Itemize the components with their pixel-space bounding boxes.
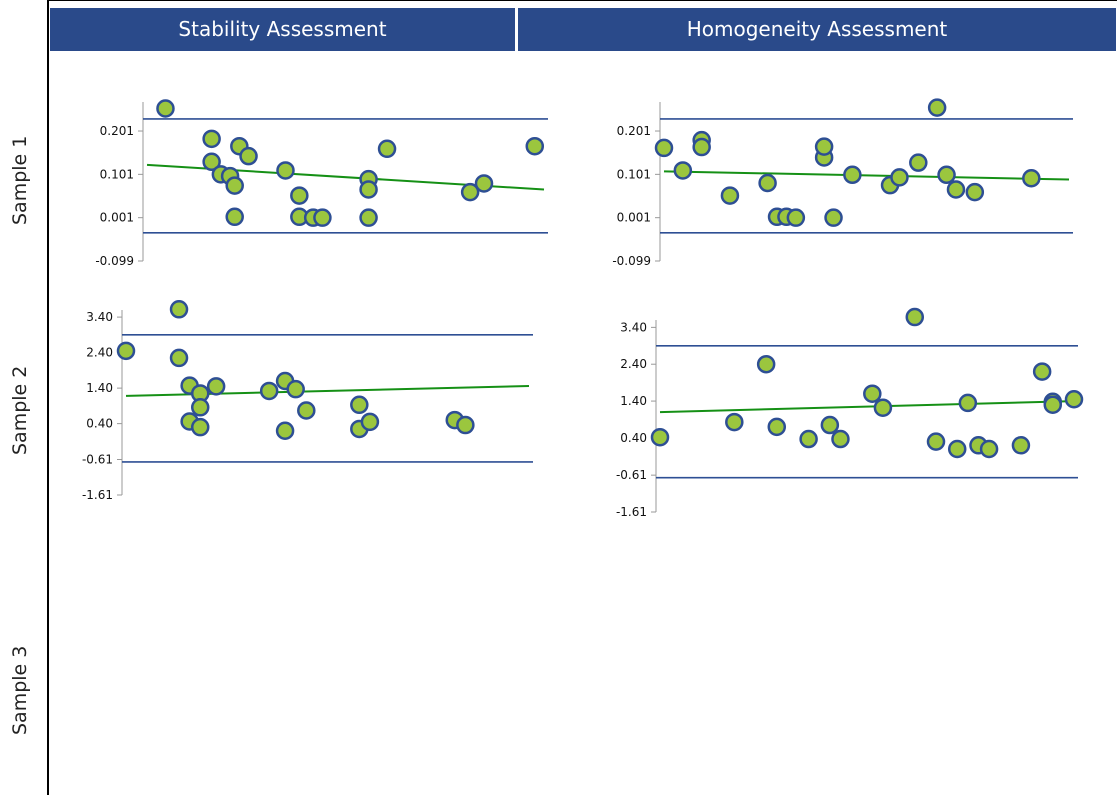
- data-point: [377, 139, 397, 159]
- data-point: [474, 174, 494, 193]
- data-point: [831, 429, 850, 449]
- data-point: [937, 165, 956, 185]
- data-point: [169, 300, 189, 319]
- data-point: [650, 427, 670, 447]
- y-tick-label: 0.001: [617, 211, 651, 225]
- data-point: [290, 186, 309, 205]
- data-point: [1022, 169, 1041, 188]
- data-point: [1032, 362, 1052, 381]
- data-point: [979, 439, 999, 459]
- y-tick-label: -0.61: [82, 452, 113, 466]
- y-tick-label: 3.40: [86, 310, 113, 324]
- data-point: [359, 180, 378, 199]
- data-point: [313, 208, 332, 227]
- data-point: [206, 377, 226, 396]
- header-homogeneity: Homogeneity Assessment: [518, 8, 1116, 51]
- data-point: [758, 173, 777, 193]
- data-point: [820, 415, 840, 435]
- y-tick-label: -0.099: [95, 254, 134, 268]
- data-point: [927, 98, 947, 117]
- data-point: [756, 354, 776, 374]
- data-point: [525, 136, 545, 156]
- data-point: [460, 182, 480, 202]
- y-tick-label: 0.101: [617, 167, 651, 181]
- data-point: [359, 208, 378, 227]
- data-point: [259, 381, 279, 401]
- data-point: [116, 341, 136, 361]
- trend-line: [659, 400, 1075, 414]
- data-point: [905, 307, 925, 327]
- data-point: [890, 168, 909, 187]
- trend-line: [663, 170, 1070, 181]
- data-point: [456, 415, 475, 435]
- data-point: [1064, 389, 1084, 409]
- top-frame-line: [47, 0, 1117, 1]
- y-tick-label: -0.099: [612, 254, 651, 268]
- data-point: [190, 398, 210, 417]
- y-tick-label: 3.40: [620, 320, 647, 334]
- data-point: [909, 153, 928, 172]
- y-tick-label: 0.101: [100, 167, 134, 181]
- data-point: [190, 417, 210, 437]
- data-point: [799, 429, 818, 449]
- data-point: [350, 395, 369, 415]
- data-point: [156, 99, 175, 118]
- header-stability: Stability Assessment: [50, 8, 515, 51]
- y-tick-label: -0.61: [616, 468, 647, 482]
- y-tick-label: -1.61: [616, 505, 647, 519]
- data-point: [926, 432, 946, 451]
- data-point: [202, 152, 221, 172]
- data-point: [965, 182, 985, 202]
- data-point: [225, 176, 244, 195]
- data-point: [225, 207, 244, 227]
- data-point: [654, 138, 674, 158]
- data-point: [275, 421, 295, 440]
- data-point: [720, 186, 740, 205]
- data-point: [873, 398, 893, 417]
- y-tick-label: 0.40: [620, 431, 647, 445]
- y-tick-label: 1.40: [620, 394, 647, 408]
- data-point: [767, 417, 787, 437]
- data-point: [169, 348, 189, 368]
- data-point: [239, 146, 258, 166]
- y-tick-label: -1.61: [82, 488, 113, 502]
- left-frame-line: [47, 0, 49, 795]
- y-tick-label: 2.40: [620, 357, 647, 371]
- y-tick-label: 0.40: [86, 417, 113, 431]
- data-point: [863, 384, 882, 403]
- data-point: [1011, 436, 1031, 455]
- data-point: [673, 161, 693, 180]
- data-point: [202, 129, 221, 149]
- data-point: [692, 137, 711, 157]
- y-tick-label: 2.40: [86, 346, 113, 360]
- data-point: [946, 180, 966, 199]
- y-tick-label: 0.201: [617, 124, 651, 138]
- data-point: [958, 393, 978, 413]
- data-point: [286, 379, 305, 399]
- data-point: [947, 439, 967, 459]
- y-tick-label: 0.001: [100, 211, 134, 225]
- data-point: [786, 208, 806, 227]
- y-tick-label: 1.40: [86, 381, 113, 395]
- data-point: [843, 165, 862, 185]
- data-point: [360, 412, 380, 432]
- y-tick-label: 0.201: [100, 124, 134, 138]
- data-point: [824, 208, 843, 227]
- data-point: [814, 137, 834, 156]
- data-point: [725, 412, 744, 432]
- data-point: [276, 161, 295, 180]
- data-point: [297, 401, 316, 420]
- data-point: [1043, 395, 1063, 415]
